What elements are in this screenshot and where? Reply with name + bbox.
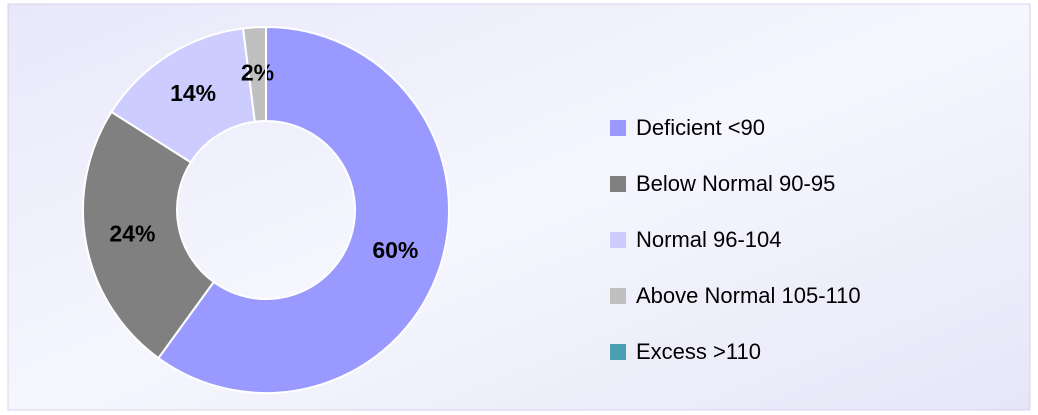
legend-label: Normal 96-104 (636, 227, 782, 252)
legend-swatch (610, 176, 626, 192)
legend-swatch (610, 288, 626, 304)
legend-label: Deficient <90 (636, 115, 765, 140)
donut-segment (157, 25, 450, 394)
legend-label: Excess >110 (636, 339, 761, 364)
legend-swatch (610, 120, 626, 136)
data-label: 60% (372, 237, 418, 263)
data-label: 24% (109, 221, 155, 247)
legend-swatch (610, 344, 626, 360)
legend-swatch (610, 232, 626, 248)
legend-label: Below Normal 90-95 (636, 171, 835, 196)
data-label: 2% (241, 59, 274, 85)
data-label: 14% (170, 80, 216, 106)
legend-label: Above Normal 105-110 (636, 283, 861, 308)
donut-segment (110, 27, 256, 164)
donut-segment (82, 110, 216, 360)
